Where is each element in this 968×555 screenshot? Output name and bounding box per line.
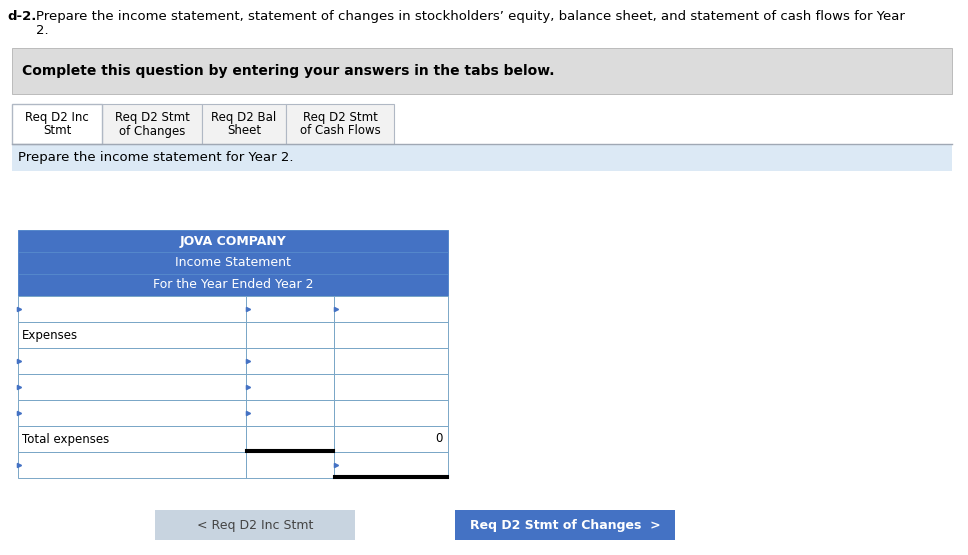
Bar: [12, 48, 952, 94]
Bar: [18, 322, 448, 348]
Bar: [334, 322, 448, 348]
Bar: [18, 452, 246, 478]
Text: For the Year Ended Year 2: For the Year Ended Year 2: [153, 279, 314, 291]
Bar: [18, 348, 246, 374]
Text: Expenses: Expenses: [22, 329, 78, 341]
Text: Total expenses: Total expenses: [22, 432, 109, 446]
Bar: [12, 104, 102, 144]
Bar: [334, 296, 448, 322]
Text: Income Statement: Income Statement: [175, 256, 291, 270]
Bar: [18, 400, 448, 426]
Text: < Req D2 Inc Stmt: < Req D2 Inc Stmt: [197, 518, 314, 532]
Text: Prepare the income statement for Year 2.: Prepare the income statement for Year 2.: [18, 152, 293, 164]
Text: d-2.: d-2.: [7, 10, 37, 23]
Text: JOVA COMPANY: JOVA COMPANY: [180, 235, 287, 248]
Bar: [18, 296, 448, 322]
Bar: [155, 510, 355, 540]
Bar: [18, 426, 448, 452]
Text: Sheet: Sheet: [227, 124, 261, 138]
Text: Req D2 Stmt of Changes  >: Req D2 Stmt of Changes >: [469, 518, 660, 532]
Bar: [18, 252, 448, 274]
Bar: [246, 426, 334, 452]
Text: of Cash Flows: of Cash Flows: [300, 124, 380, 138]
Bar: [455, 510, 675, 540]
Bar: [246, 296, 334, 322]
Text: of Changes: of Changes: [119, 124, 185, 138]
Bar: [334, 400, 448, 426]
Bar: [334, 374, 448, 400]
Text: 2.: 2.: [36, 24, 48, 37]
Bar: [18, 348, 448, 374]
Bar: [246, 322, 334, 348]
Text: Req D2 Inc: Req D2 Inc: [25, 112, 89, 124]
Text: Req D2 Stmt: Req D2 Stmt: [303, 112, 378, 124]
Bar: [334, 426, 448, 452]
Text: Req D2 Bal: Req D2 Bal: [211, 112, 277, 124]
Text: Prepare the income statement, statement of changes in stockholders’ equity, bala: Prepare the income statement, statement …: [36, 10, 905, 23]
Bar: [18, 452, 448, 478]
Bar: [12, 145, 952, 171]
Bar: [18, 374, 448, 400]
Bar: [18, 230, 448, 252]
Bar: [246, 400, 334, 426]
Text: Stmt: Stmt: [43, 124, 72, 138]
Text: Complete this question by entering your answers in the tabs below.: Complete this question by entering your …: [22, 64, 555, 78]
Bar: [18, 322, 246, 348]
Bar: [334, 348, 448, 374]
Bar: [18, 374, 246, 400]
Bar: [18, 426, 246, 452]
Bar: [18, 296, 246, 322]
Bar: [334, 452, 448, 478]
Bar: [18, 274, 448, 296]
Bar: [246, 374, 334, 400]
Bar: [102, 104, 202, 144]
Bar: [246, 348, 334, 374]
Bar: [286, 104, 394, 144]
Bar: [18, 400, 246, 426]
Bar: [246, 452, 334, 478]
Text: 0: 0: [436, 432, 443, 446]
Text: Req D2 Stmt: Req D2 Stmt: [114, 112, 190, 124]
Bar: [202, 104, 286, 144]
